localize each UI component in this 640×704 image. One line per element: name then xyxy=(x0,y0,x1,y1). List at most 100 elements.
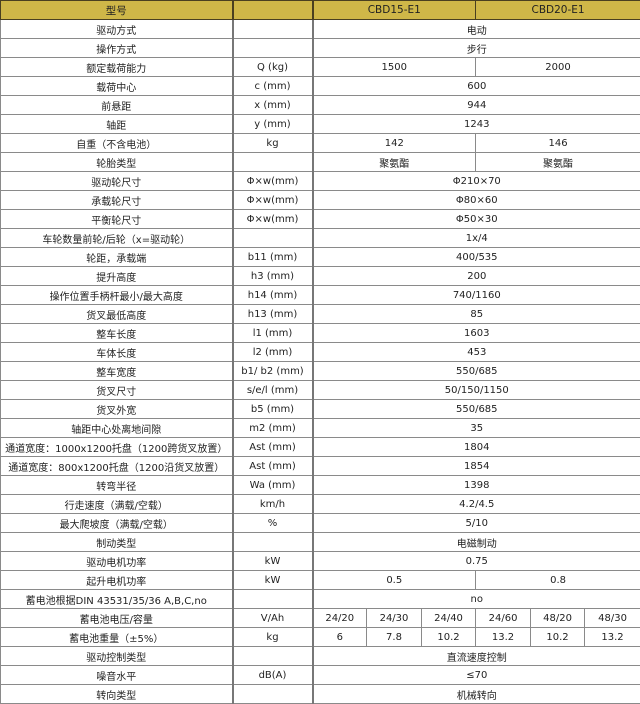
spec-value: 13.2 xyxy=(584,627,640,647)
spec-unit xyxy=(232,38,314,58)
spec-label: 驱动轮尺寸 xyxy=(0,171,234,191)
spec-unit: dB(A) xyxy=(232,665,314,685)
spec-label: 额定载荷能力 xyxy=(0,57,234,77)
spec-label: 整车宽度 xyxy=(0,361,234,381)
spec-unit: l2 (mm) xyxy=(232,342,314,362)
spec-value: 6 xyxy=(312,627,367,647)
spec-value: 50/150/1150 xyxy=(311,380,640,400)
spec-value: 24/40 xyxy=(420,608,477,628)
spec-unit xyxy=(232,646,314,666)
spec-unit: Φ×w(mm) xyxy=(232,171,314,191)
spec-unit: kg xyxy=(232,627,314,647)
spec-label: 轴距 xyxy=(0,114,234,134)
spec-label: 自重（不含电池） xyxy=(0,133,234,153)
spec-value: 电磁制动 xyxy=(311,532,640,552)
spec-unit: m2 (mm) xyxy=(232,418,314,438)
spec-label: 驱动电机功率 xyxy=(0,551,234,571)
spec-unit: b5 (mm) xyxy=(232,399,314,419)
spec-label: 蓄电池根据DIN 43531/35/36 A,B,C,no xyxy=(0,589,234,609)
spec-label: 制动类型 xyxy=(0,532,234,552)
spec-value: 146 xyxy=(475,133,640,153)
spec-value: 48/30 xyxy=(584,608,640,628)
spec-value: 35 xyxy=(311,418,640,438)
spec-value: no xyxy=(311,589,640,609)
spec-unit: h3 (mm) xyxy=(232,266,314,286)
spec-unit: Φ×w(mm) xyxy=(232,209,314,229)
spec-value: 10.2 xyxy=(530,627,586,647)
table-row: 噪音水平 dB(A) ≤70 xyxy=(0,665,640,685)
spec-unit: h14 (mm) xyxy=(232,285,314,305)
spec-unit: kg xyxy=(232,133,314,153)
spec-value: 600 xyxy=(311,76,640,96)
spec-value: 400/535 xyxy=(311,247,640,267)
table-row: 操作方式 步行 xyxy=(0,38,640,58)
spec-label: 承载轮尺寸 xyxy=(0,190,234,210)
spec-label: 车轮数量前轮/后轮（x=驱动轮） xyxy=(0,228,234,248)
spec-unit: V/Ah xyxy=(232,608,314,628)
spec-value: 5/10 xyxy=(311,513,640,533)
spec-label: 通道宽度：800x1200托盘（1200沿货叉放置） xyxy=(0,456,234,476)
spec-label: 通道宽度：1000x1200托盘（1200跨货叉放置） xyxy=(0,437,234,457)
spec-value: 4.2/4.5 xyxy=(311,494,640,514)
spec-unit: b1/ b2 (mm) xyxy=(232,361,314,381)
spec-unit: Ast (mm) xyxy=(232,437,314,457)
spec-value: Φ80×60 xyxy=(311,190,640,210)
spec-unit: kW xyxy=(232,570,314,590)
spec-label: 操作位置手柄杆最小/最大高度 xyxy=(0,285,234,305)
spec-value: 1500 xyxy=(311,57,477,77)
spec-value: 740/1160 xyxy=(311,285,640,305)
spec-unit: Wa (mm) xyxy=(232,475,314,495)
spec-unit xyxy=(232,228,314,248)
spec-label: 整车长度 xyxy=(0,323,234,343)
spec-value: 聚氨酯 xyxy=(311,152,477,172)
table-row: 轮胎类型 聚氨酯 聚氨酯 xyxy=(0,152,640,172)
table-row: 额定载荷能力 Q (kg) 1500 2000 xyxy=(0,57,640,77)
spec-label: 行走速度（满载/空载） xyxy=(0,494,234,514)
spec-label: 货叉尺寸 xyxy=(0,380,234,400)
spec-value: 13.2 xyxy=(475,627,532,647)
spec-unit xyxy=(232,532,314,552)
spec-label: 轮胎类型 xyxy=(0,152,234,172)
spec-value: 机械转向 xyxy=(311,684,640,704)
spec-unit xyxy=(232,589,314,609)
spec-label: 平衡轮尺寸 xyxy=(0,209,234,229)
table-row: 通道宽度：800x1200托盘（1200沿货叉放置） Ast (mm) 1854 xyxy=(0,456,640,476)
spec-value: 24/20 xyxy=(312,608,367,628)
table-header-row: 型号 CBD15-E1 CBD20-E1 xyxy=(0,0,640,20)
table-row: 轴距中心处离地间隙 m2 (mm) 35 xyxy=(0,418,640,438)
spec-unit: b11 (mm) xyxy=(232,247,314,267)
spec-label: 转弯半径 xyxy=(0,475,234,495)
spec-value: CBD15-E1 xyxy=(311,0,477,20)
spec-value: 步行 xyxy=(311,38,640,58)
table-row: 行走速度（满载/空载） km/h 4.2/4.5 xyxy=(0,494,640,514)
spec-value: ≤70 xyxy=(311,665,640,685)
table-row: 整车长度 l1 (mm) 1603 xyxy=(0,323,640,343)
spec-value: 0.8 xyxy=(475,570,640,590)
spec-value: 0.75 xyxy=(311,551,640,571)
spec-value: 直流速度控制 xyxy=(311,646,640,666)
table-row: 载荷中心 c (mm) 600 xyxy=(0,76,640,96)
spec-value: 电动 xyxy=(311,19,640,39)
spec-value: 85 xyxy=(311,304,640,324)
spec-unit: kW xyxy=(232,551,314,571)
table-row: 前悬距 x (mm) 944 xyxy=(0,95,640,115)
spec-label: 驱动控制类型 xyxy=(0,646,234,666)
table-row: 承载轮尺寸 Φ×w(mm) Φ80×60 xyxy=(0,190,640,210)
table-row: 提升高度 h3 (mm) 200 xyxy=(0,266,640,286)
spec-unit: y (mm) xyxy=(232,114,314,134)
spec-unit xyxy=(232,0,314,20)
spec-label: 前悬距 xyxy=(0,95,234,115)
spec-label: 载荷中心 xyxy=(0,76,234,96)
table-row: 整车宽度 b1/ b2 (mm) 550/685 xyxy=(0,361,640,381)
table-row: 蓄电池根据DIN 43531/35/36 A,B,C,no no xyxy=(0,589,640,609)
spec-value: Φ50×30 xyxy=(311,209,640,229)
table-row: 起升电机功率 kW 0.5 0.8 xyxy=(0,570,640,590)
table-row: 车轮数量前轮/后轮（x=驱动轮） 1x/4 xyxy=(0,228,640,248)
spec-label: 轮距，承载端 xyxy=(0,247,234,267)
spec-unit: h13 (mm) xyxy=(232,304,314,324)
spec-value: 10.2 xyxy=(420,627,477,647)
spec-value: Φ210×70 xyxy=(311,171,640,191)
spec-label: 提升高度 xyxy=(0,266,234,286)
spec-value: 聚氨酯 xyxy=(475,152,640,172)
table-row: 转弯半径 Wa (mm) 1398 xyxy=(0,475,640,495)
